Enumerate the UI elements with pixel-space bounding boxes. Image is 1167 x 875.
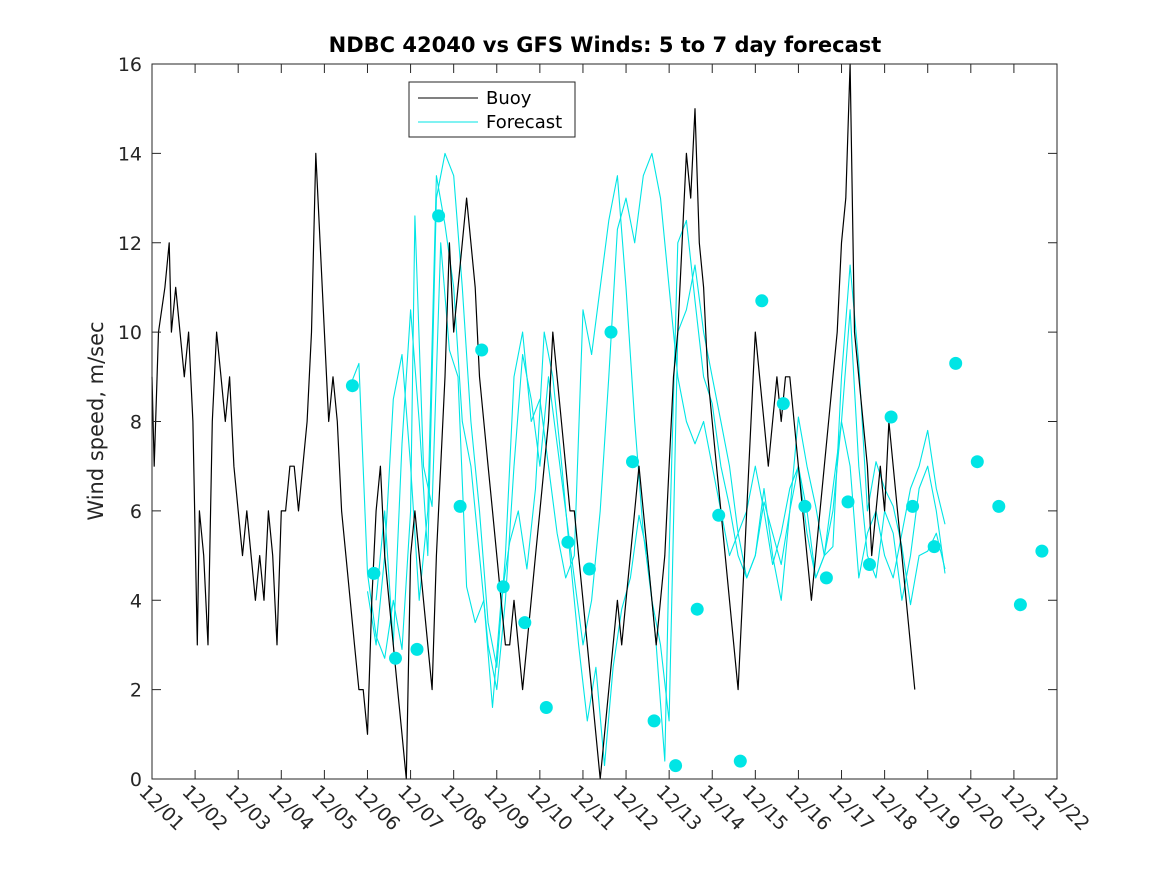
forecast-marker-23 [841,495,855,509]
series-line-forecast-run-2 [366,152,946,691]
forecast-marker-9 [539,701,553,714]
forecast-marker-2 [389,651,402,665]
y-tick-label-10: 10 [118,322,142,344]
legend-label-forecast: Forecast [486,112,562,133]
forecast-marker-17 [712,508,726,522]
axes-background [152,64,1057,779]
y-tick-label-4: 4 [130,590,142,612]
y-tick-label-8: 8 [130,412,142,434]
legend: Buoy Forecast [408,81,576,138]
legend-label-buoy: Buoy [486,88,532,109]
forecast-marker-21 [798,499,812,513]
forecast-marker-8 [518,616,532,630]
forecast-marker-3 [410,642,424,656]
forecast-marker-6 [475,343,489,357]
forecast-marker-30 [992,499,1006,513]
forecast-marker-11 [582,562,596,576]
forecast-marker-29 [970,455,984,469]
forecast-marker-10 [561,535,575,549]
y-tick-label-2: 2 [130,680,142,702]
forecast-marker-7 [496,580,510,594]
forecast-marker-20 [776,397,790,411]
forecast-marker-5 [453,499,467,513]
forecast-marker-16 [690,602,704,616]
forecast-marker-1 [367,566,381,580]
y-axis-label: Wind speed, m/sec [84,321,108,520]
forecast-marker-31 [1013,598,1027,612]
forecast-marker-25 [884,410,898,424]
forecast-marker-22 [819,571,833,585]
forecast-marker-12 [604,325,618,339]
y-tick-label-6: 6 [130,501,142,523]
forecast-marker-18 [733,754,747,768]
forecast-marker-26 [906,499,920,513]
plot-area: 024681012141612/0112/0212/0312/0412/0512… [118,54,1094,835]
marker-layer [345,209,1049,773]
forecast-marker-27 [927,540,941,554]
forecast-marker-24 [863,558,876,571]
forecast-marker-0 [345,379,359,393]
forecast-marker-14 [647,714,661,728]
y-tick-label-12: 12 [118,233,142,255]
forecast-marker-32 [1035,544,1049,558]
forecast-marker-28 [949,356,963,370]
forecast-marker-19 [755,294,769,308]
forecast-marker-4 [432,209,446,223]
forecast-marker-15 [669,759,683,773]
y-tick-label-14: 14 [118,143,142,165]
y-tick-label-0: 0 [130,769,142,791]
series-layer [151,63,946,780]
y-tick-label-16: 16 [118,54,142,76]
forecast-marker-13 [626,455,639,469]
legend-box [408,81,576,138]
series-line-buoy [151,63,916,780]
chart-title: NDBC 42040 vs GFS Winds: 5 to 7 day fore… [329,33,882,57]
series-line-forecast-run-3 [375,152,946,722]
